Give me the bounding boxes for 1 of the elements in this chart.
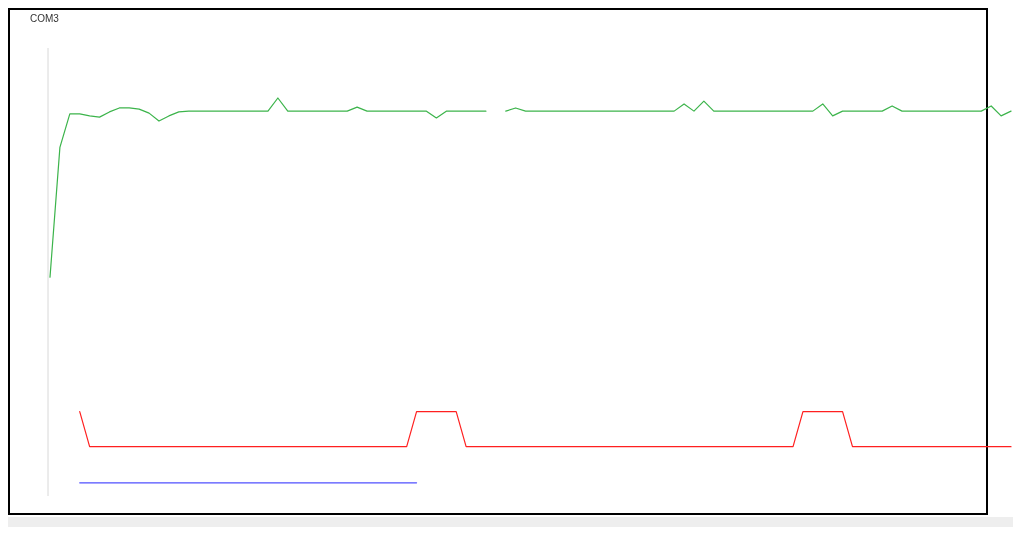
chart-title: COM3 (30, 13, 60, 24)
